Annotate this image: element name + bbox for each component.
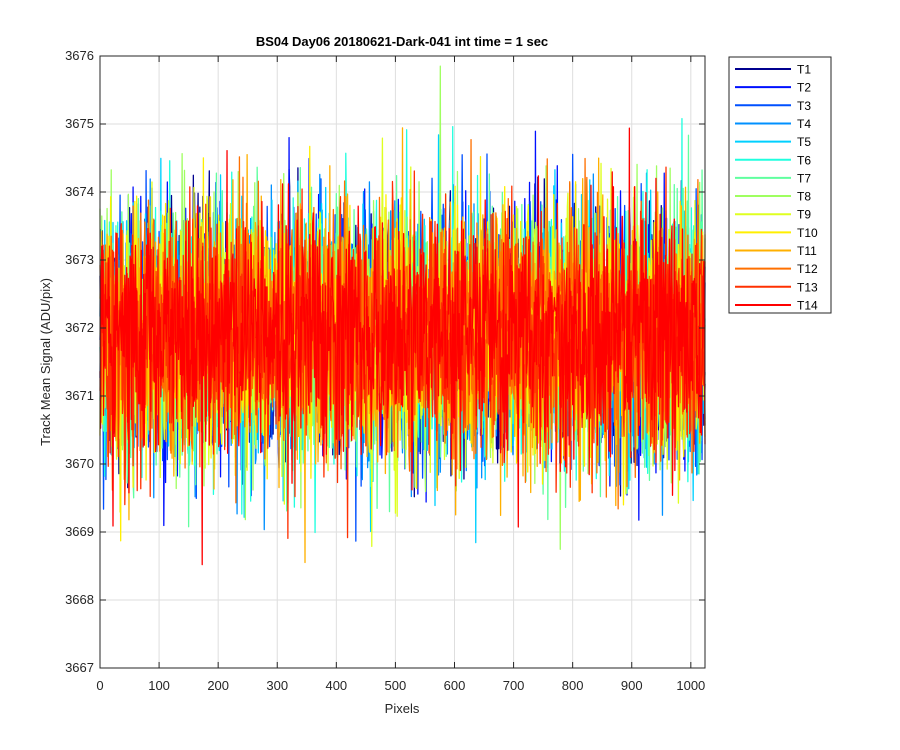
y-tick-label: 3674 [65, 184, 94, 199]
x-tick-label: 900 [621, 678, 643, 693]
y-tick-label: 3671 [65, 388, 94, 403]
axes-box [99, 55, 706, 669]
legend-label-t8: T8 [797, 190, 811, 204]
y-tick-label: 3676 [65, 48, 94, 63]
legend-label-t14: T14 [797, 298, 818, 312]
y-tick-label: 3672 [65, 320, 94, 335]
y-tick-label: 3669 [65, 524, 94, 539]
y-tick-label: 3668 [65, 592, 94, 607]
x-axis: 0 100 200 300 400 500 600 700 800 900 1000 [96, 56, 705, 693]
legend-label-t6: T6 [797, 153, 811, 167]
y-tick-label: 3673 [65, 252, 94, 267]
legend-label-t7: T7 [797, 171, 811, 185]
legend-label-t4: T4 [797, 117, 811, 131]
legend-box [728, 56, 832, 314]
x-tick-label: 300 [266, 678, 288, 693]
y-tick-label: 3667 [65, 660, 94, 675]
y-axis-label: Track Mean Signal (ADU/pix) [38, 278, 53, 446]
series-line-t14 [99, 127, 706, 566]
legend-label-t11: T11 [797, 244, 817, 258]
legend-label-t13: T13 [797, 280, 818, 294]
legend-label-t12: T12 [797, 262, 818, 276]
legend-label-t5: T5 [797, 135, 811, 149]
chart-title: BS04 Day06 20180621-Dark-041 int time = … [256, 34, 548, 49]
x-tick-label: 0 [96, 678, 103, 693]
x-axis-label: Pixels [385, 701, 420, 716]
legend-label-t3: T3 [797, 99, 811, 113]
legend: T1 T2 T3 T4 T5 T6 T7 T8 T9 T10 T11 T12 T13 T14 [728, 56, 832, 314]
x-tick-label: 1000 [676, 678, 705, 693]
plot-area: 0 100 200 300 400 500 600 700 800 900 1000 3667366… [65, 48, 706, 693]
legend-label-t9: T9 [797, 208, 811, 222]
x-tick-label: 800 [562, 678, 584, 693]
y-tick-label: 3670 [65, 456, 94, 471]
x-tick-label: 700 [503, 678, 525, 693]
x-tick-label: 500 [385, 678, 407, 693]
legend-label-t2: T2 [797, 81, 811, 95]
x-tick-label: 200 [207, 678, 229, 693]
y-tick-label: 3675 [65, 116, 94, 131]
series-lines [99, 65, 706, 566]
y-axis: 3667 3668 3669 3670 3671 3672 3673 3674 3675 3676 [65, 48, 705, 675]
x-tick-label: 100 [148, 678, 170, 693]
legend-label-t1: T1 [797, 63, 811, 77]
x-tick-label: 600 [444, 678, 466, 693]
legend-label-t10: T10 [797, 226, 818, 240]
x-tick-label: 400 [325, 678, 347, 693]
